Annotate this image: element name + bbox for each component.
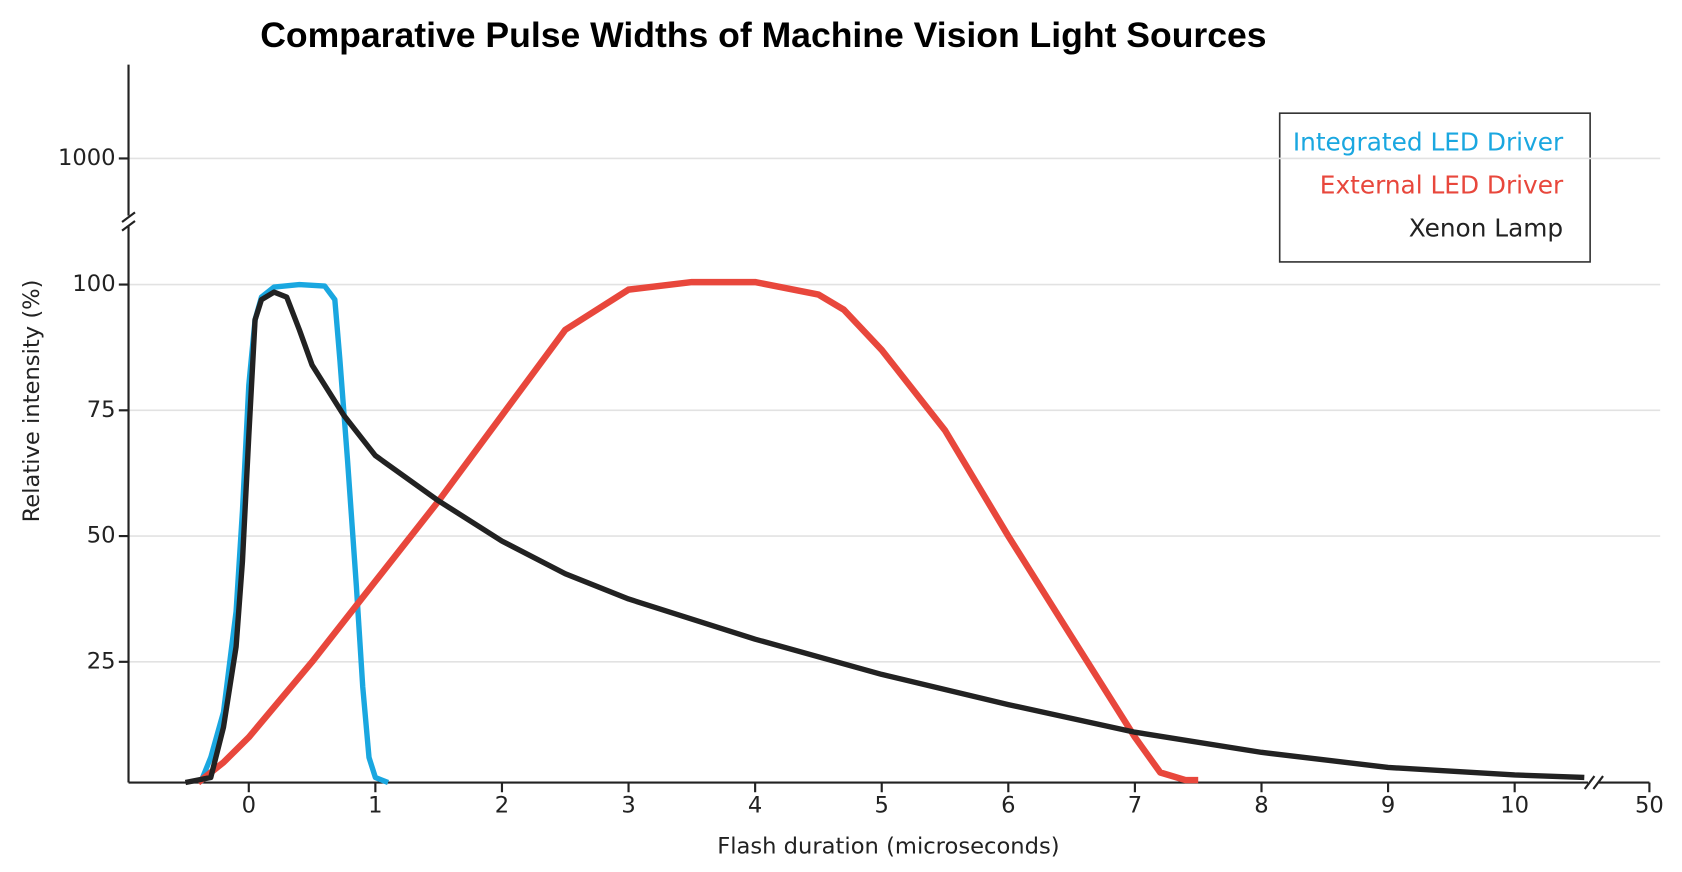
x-tick-label: 6 xyxy=(1001,793,1015,819)
y-tick-label: 1000 xyxy=(58,145,116,171)
y-tick-label: 75 xyxy=(87,397,116,423)
x-tick-label: 1 xyxy=(368,793,382,819)
legend-entry: Xenon Lamp xyxy=(1409,214,1563,243)
y-axis-break xyxy=(121,211,136,232)
x-tick-label: 50 xyxy=(1635,793,1664,819)
x-tick-label: 0 xyxy=(242,793,256,819)
x-tick-label: 3 xyxy=(621,793,635,819)
x-tick-label: 2 xyxy=(495,793,509,819)
x-tick-label: 5 xyxy=(875,793,889,819)
x-axis-label: Flash duration (microseconds) xyxy=(717,834,1059,860)
x-tick-label: 10 xyxy=(1500,793,1529,819)
series-line xyxy=(184,289,1585,786)
x-tick-label: 4 xyxy=(748,793,762,819)
chart-title: Comparative Pulse Widths of Machine Visi… xyxy=(260,15,1266,55)
y-tick-label: 25 xyxy=(87,648,116,674)
legend-entry: Integrated LED Driver xyxy=(1293,127,1564,156)
y-axis-label: Relative intensity (%) xyxy=(19,280,45,523)
y-tick-label: 100 xyxy=(72,271,115,297)
legend-box xyxy=(1278,112,1591,263)
series-line xyxy=(196,278,1199,786)
legend-entry: External LED Driver xyxy=(1320,170,1564,199)
x-tick-label: 9 xyxy=(1381,793,1395,819)
x-tick-label: 8 xyxy=(1254,793,1268,819)
x-axis-break xyxy=(1583,775,1604,790)
x-tick-label: 7 xyxy=(1128,793,1142,819)
y-tick-label: 50 xyxy=(87,523,116,549)
